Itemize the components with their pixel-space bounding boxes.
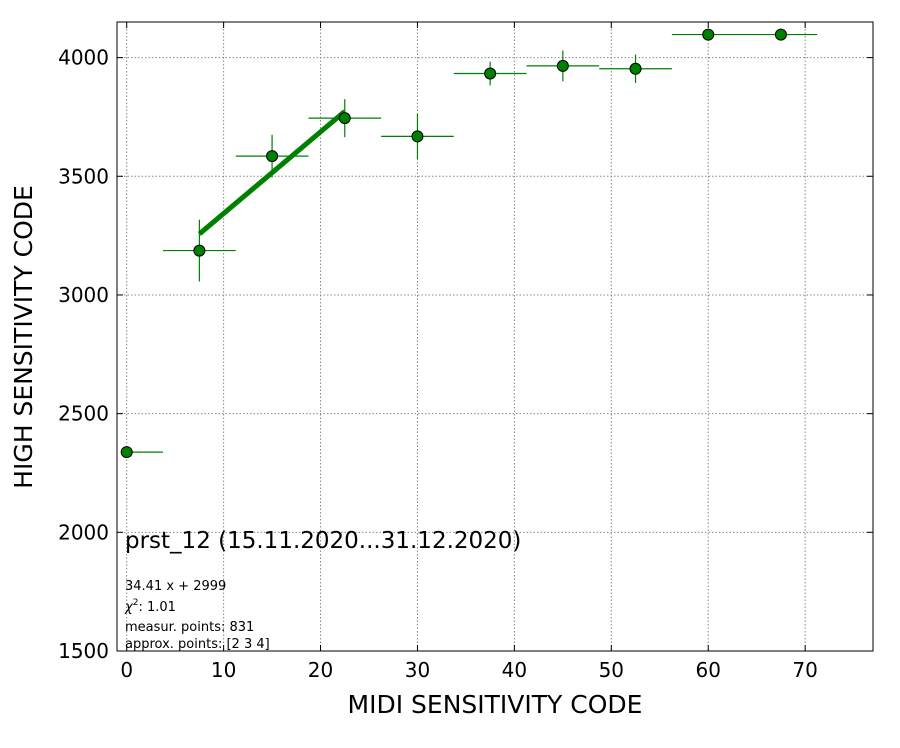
y-tick-label: 3000	[58, 283, 109, 307]
annotation-chi2: χ2: 1.01	[124, 598, 176, 615]
annotation-title: prst_12 (15.11.2020...31.12.2020)	[125, 528, 521, 554]
annotation-measur-points: measur. points: 831	[125, 620, 254, 635]
x-tick-labels: 0 10 20 30 40 50 60 70	[120, 658, 818, 682]
data-point	[266, 150, 279, 163]
y-axis-label: HIGH SENSITIVITY CODE	[9, 185, 38, 489]
x-tick-label: 30	[405, 658, 430, 682]
data-point	[702, 28, 715, 41]
x-tick-label: 40	[502, 658, 527, 682]
data-point	[338, 112, 351, 125]
x-axis-label: MIDI SENSITIVITY CODE	[348, 690, 643, 719]
x-tick-label: 10	[211, 658, 236, 682]
data-point	[629, 62, 642, 75]
data-point	[120, 446, 133, 459]
chi2-symbol: χ	[124, 600, 134, 615]
ticks	[117, 22, 873, 652]
annotation-approx-points: approx. points: [2 3 4]	[125, 637, 270, 652]
errorbars	[126, 33, 818, 453]
data-points	[120, 28, 787, 459]
x-tick-label: 50	[599, 658, 624, 682]
x-tick-label: 0	[120, 658, 133, 682]
data-point	[193, 244, 206, 257]
y-tick-label: 2000	[58, 520, 109, 544]
y-tick-label: 2500	[58, 402, 109, 426]
y-tick-label: 4000	[58, 46, 109, 70]
y-tick-label: 1500	[58, 639, 109, 663]
chi2-superscript: 2	[133, 598, 139, 608]
data-point	[411, 130, 424, 143]
plot-frame	[116, 21, 874, 652]
annotation-fit-equation: 34.41 x + 2999	[125, 579, 226, 594]
data-point	[484, 67, 497, 80]
y-tick-label: 3500	[58, 164, 109, 188]
x-tick-label: 60	[696, 658, 721, 682]
x-tick-label: 20	[308, 658, 333, 682]
y-tick-labels: 1500 2000 2500 3000 3500 4000	[58, 46, 109, 663]
x-tick-label: 70	[792, 658, 817, 682]
data-point	[556, 59, 569, 72]
data-point	[774, 28, 787, 41]
chi2-value: : 1.01	[138, 600, 175, 615]
grid	[117, 22, 873, 652]
